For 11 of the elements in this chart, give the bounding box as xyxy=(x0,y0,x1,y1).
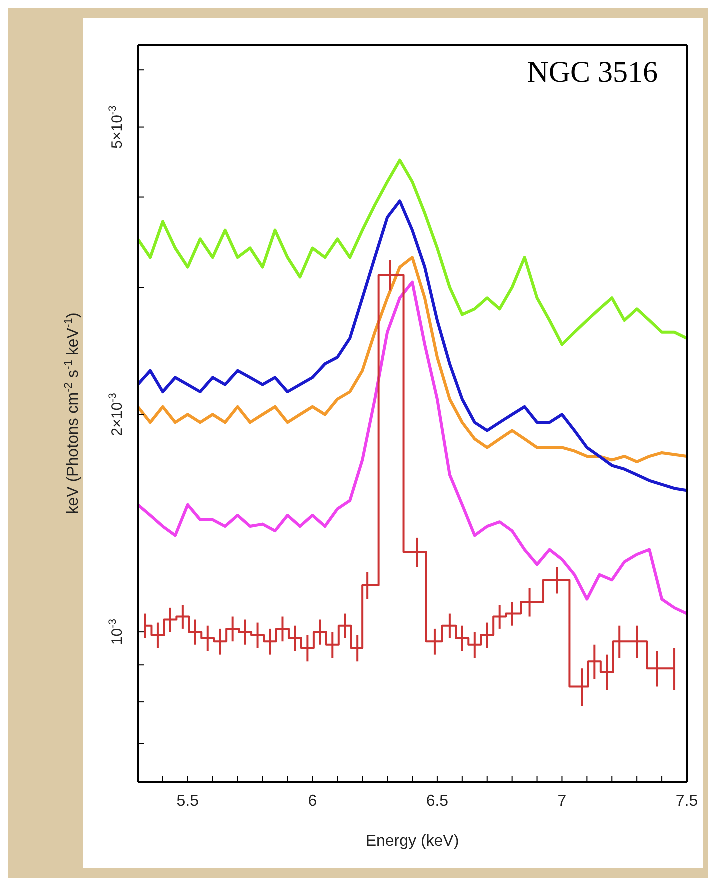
x-axis-title: Energy (keV) xyxy=(366,833,460,850)
line-series xyxy=(138,158,687,346)
x-tick-label: 7 xyxy=(558,793,567,810)
line-series xyxy=(138,256,687,464)
x-tick-label: 5.5 xyxy=(176,793,200,810)
line-series xyxy=(138,280,687,616)
annotation: NGC 3516 xyxy=(527,56,658,90)
x-tick-label: 6.5 xyxy=(426,793,449,810)
x-tick-label: 6 xyxy=(308,793,318,810)
line-series xyxy=(138,200,687,492)
x-tick-label: 7.5 xyxy=(676,793,698,810)
